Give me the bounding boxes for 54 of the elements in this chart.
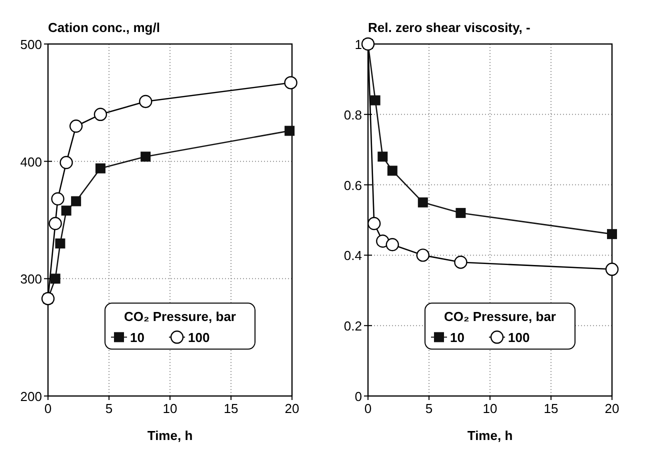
- x-axis-title: Time, h: [467, 428, 513, 443]
- point: [284, 126, 295, 136]
- point: [60, 156, 73, 170]
- y-tick-label: 0.6: [344, 178, 362, 193]
- x-tick-label: 0: [44, 401, 52, 416]
- point: [416, 248, 430, 262]
- point: [418, 197, 428, 208]
- y-tick-label: 0: [354, 389, 362, 404]
- point: [454, 256, 468, 269]
- legend-label: 10: [450, 330, 464, 346]
- x-tick-label: 5: [425, 401, 433, 416]
- point: [607, 229, 617, 240]
- x-tick-label: 10: [482, 401, 498, 416]
- point: [387, 166, 398, 176]
- x-tick-label: 20: [284, 401, 300, 416]
- point: [71, 196, 82, 206]
- y-tick-label: 200: [20, 389, 42, 404]
- x-tick-label: 15: [544, 401, 558, 416]
- y-tick-label: 0.4: [344, 248, 362, 264]
- point: [69, 120, 83, 133]
- point: [140, 152, 151, 162]
- legend-title: CO₂ Pressure, bar: [444, 309, 556, 324]
- y-tick-label: 0.8: [344, 107, 362, 122]
- legend-label: 10: [130, 330, 144, 346]
- y-tick-label: 0.2: [344, 318, 362, 334]
- point: [50, 274, 60, 284]
- y-tick-label: 400: [20, 154, 42, 170]
- point: [51, 192, 64, 206]
- legend-label: 100: [508, 330, 530, 346]
- y-tick-label: 1: [354, 37, 362, 52]
- x-axis-title: Time, h: [147, 428, 193, 443]
- point: [605, 262, 619, 276]
- y-axis-title: Rel. zero shear viscosity, -: [368, 20, 530, 35]
- x-tick-label: 15: [224, 401, 238, 416]
- y-tick-label: 300: [20, 272, 42, 287]
- point: [95, 163, 106, 174]
- y-tick-label: 500: [20, 37, 42, 52]
- point: [456, 208, 466, 218]
- point: [61, 206, 72, 216]
- point: [378, 152, 388, 162]
- x-tick-label: 5: [105, 401, 113, 416]
- point: [55, 238, 66, 248]
- point: [284, 76, 298, 90]
- legend-label: 100: [188, 330, 210, 346]
- point: [48, 216, 62, 230]
- x-tick-label: 0: [364, 401, 372, 416]
- legend-title: CO₂ Pressure, bar: [124, 309, 236, 324]
- x-tick-label: 10: [162, 401, 178, 416]
- point: [386, 238, 399, 252]
- x-tick-label: 20: [604, 401, 620, 416]
- y-axis-title: Cation conc., mg/l: [48, 20, 160, 35]
- point: [139, 94, 152, 108]
- point: [370, 95, 380, 106]
- point: [94, 108, 108, 121]
